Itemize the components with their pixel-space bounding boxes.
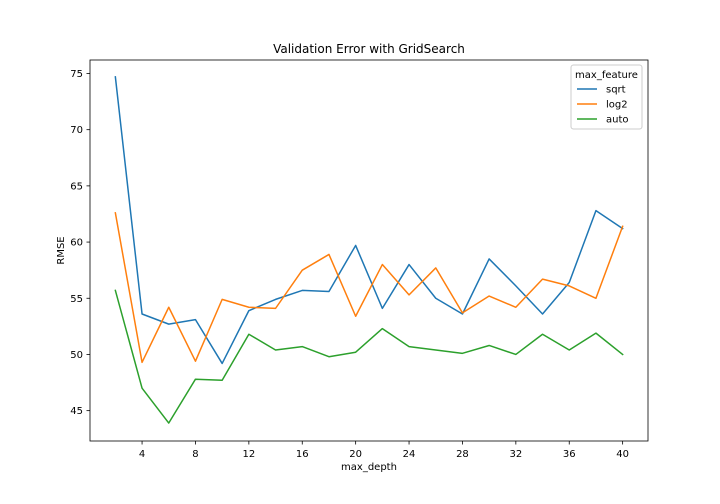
y-tick-label: 75 — [70, 69, 83, 80]
x-tick-label: 36 — [563, 449, 576, 460]
series-line-auto — [114, 289, 624, 424]
legend-label-sqrt: sqrt — [606, 85, 626, 96]
x-tick-label: 32 — [509, 449, 522, 460]
x-tick-label: 20 — [349, 449, 362, 460]
x-tick-label: 4 — [139, 449, 145, 460]
x-axis-label: max_depth — [341, 462, 397, 473]
series-line-sqrt — [114, 76, 624, 365]
y-tick-label: 60 — [70, 238, 83, 249]
y-axis-label: RMSE — [56, 236, 67, 264]
y-tick-label: 55 — [70, 294, 83, 305]
x-axis: 4 8 12 16 20 24 28 32 36 40 — [139, 441, 629, 460]
series-layer — [114, 76, 624, 424]
x-tick-label: 40 — [616, 449, 629, 460]
y-axis: 45 50 55 60 65 70 75 — [70, 69, 90, 417]
y-tick-label: 65 — [70, 181, 83, 192]
plot-area-frame — [89, 59, 649, 442]
x-tick-label: 28 — [456, 449, 469, 460]
chart-title: Validation Error with GridSearch — [273, 42, 465, 56]
x-tick-label: 24 — [403, 449, 416, 460]
y-tick-label: 45 — [70, 406, 83, 417]
legend-label-log2: log2 — [606, 100, 628, 111]
x-tick-label: 8 — [192, 449, 198, 460]
legend-frame — [570, 64, 643, 130]
legend-label-auto: auto — [606, 115, 629, 126]
x-tick-label: 16 — [296, 449, 309, 460]
y-tick-label: 70 — [70, 125, 83, 136]
series-line-log2 — [114, 211, 624, 364]
legend-title: max_feature — [575, 70, 638, 81]
y-tick-label: 50 — [70, 350, 83, 361]
x-tick-label: 12 — [242, 449, 255, 460]
legend: max_feature sqrt log2 auto — [570, 64, 643, 130]
